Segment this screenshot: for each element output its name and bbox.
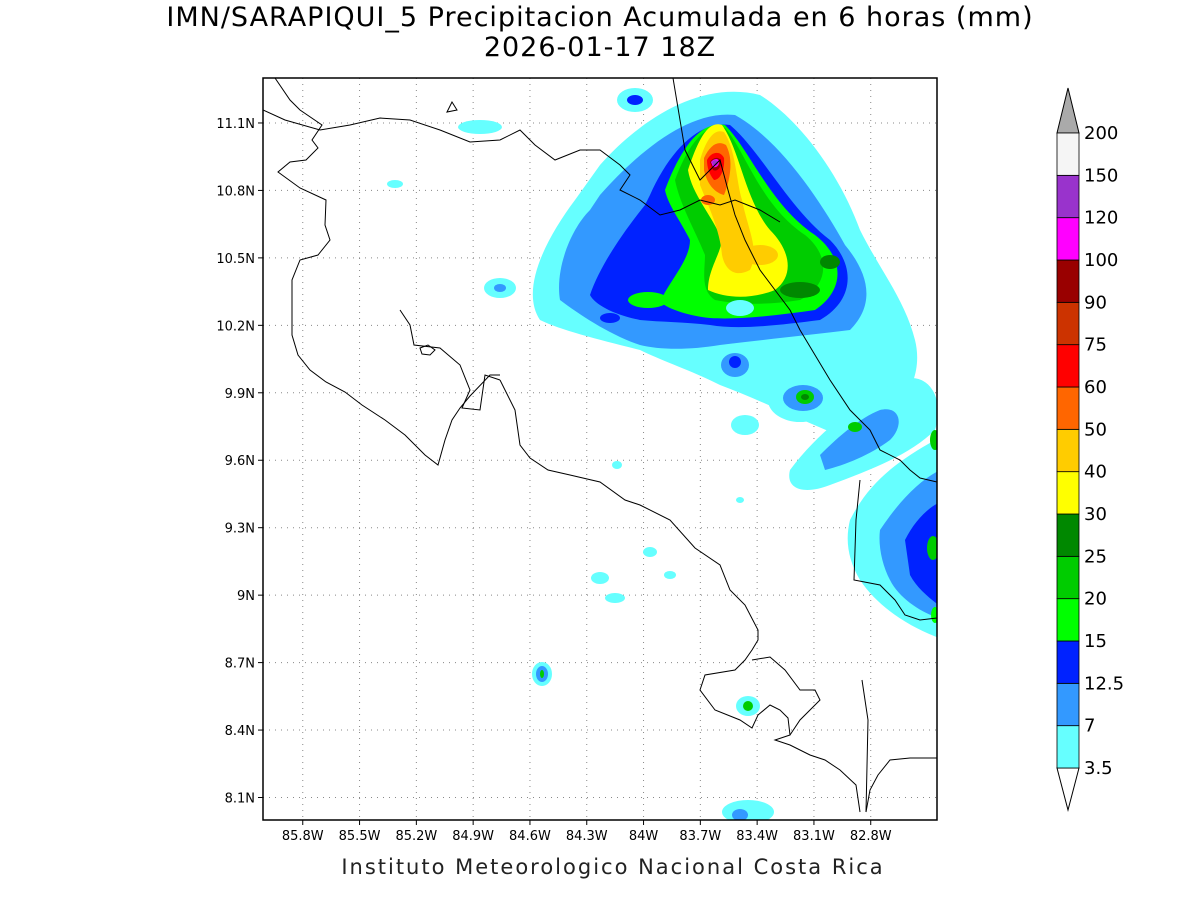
colorbar-label: 7 [1084, 716, 1095, 737]
lat-tick-label: 9N [237, 589, 255, 604]
colorbar-label: 12.5 [1084, 673, 1124, 694]
small-island [446, 100, 458, 113]
latitude-axis: 11.1N 10.8N 10.5N 10.2N 9.9N 9.6N 9.3N 9N 8.7N 8.… [216, 117, 263, 807]
colorbar-swatch [1056, 174, 1080, 219]
coastlines-and-borders [263, 78, 937, 813]
map-valid-time: 2026-01-17 18Z [483, 32, 717, 63]
longitude-axis: 85.8W 85.5W 85.2W 84.9W 84.6W 84.3W 84W 83.7W 83… [282, 820, 892, 844]
colorbar-under-arrow [1056, 767, 1080, 812]
colorbar-label: 20 [1084, 589, 1107, 610]
lat-tick-label: 11.1N [216, 117, 255, 132]
rain-cells-scattered [387, 88, 937, 820]
colorbar-swatch [1056, 682, 1080, 727]
colorbar-swatch [1056, 428, 1080, 473]
map-title: IMN/SARAPIQUI_5 Precipitacion Acumulada … [166, 2, 1034, 33]
colorbar-swatch [1056, 344, 1080, 388]
colorbar-label: 25 [1084, 546, 1107, 567]
lon-tick-label: 84.3W [566, 829, 608, 844]
map-frame [262, 77, 938, 821]
lat-tick-label: 9.3N [225, 522, 255, 537]
lake-island [419, 344, 436, 356]
lon-tick-label: 84.9W [452, 829, 494, 844]
lon-tick-label: 83.7W [679, 829, 721, 844]
lon-tick-label: 85.8W [282, 829, 324, 844]
colorbar: 3.5 7 12.5 15 20 25 30 40 50 60 75 90 100 120 150 200 [1056, 87, 1124, 812]
panama-border-south [861, 679, 869, 813]
colorbar-label: 50 [1084, 419, 1107, 440]
colorbar-label: 3.5 [1084, 758, 1113, 779]
colorbar-swatch [1056, 555, 1080, 600]
colorbar-swatch [1056, 640, 1080, 684]
colorbar-label: 60 [1084, 377, 1107, 398]
lat-tick-label: 10.5N [216, 252, 255, 267]
colorbar-label: 200 [1084, 123, 1118, 144]
colorbar-swatch [1056, 386, 1080, 430]
lon-tick-label: 85.5W [339, 829, 381, 844]
rain-band-north [532, 91, 918, 440]
nicaragua-north-coast [263, 109, 781, 223]
lat-tick-label: 10.2N [216, 319, 255, 334]
colorbar-swatch [1056, 132, 1080, 176]
colorbar-label: 150 [1084, 165, 1118, 186]
lat-lon-grid [263, 78, 937, 820]
colorbar-label: 90 [1084, 292, 1107, 313]
lat-tick-label: 8.1N [225, 792, 255, 807]
caribbean-coast [672, 78, 937, 483]
lat-tick-label: 10.8N [216, 184, 255, 199]
colorbar-label: 15 [1084, 631, 1107, 652]
pacific-coast-central [499, 379, 861, 813]
colorbar-swatch [1056, 598, 1080, 642]
colorbar-swatch [1056, 513, 1080, 557]
lon-tick-label: 84W [629, 829, 659, 844]
colorbar-swatch [1056, 217, 1080, 261]
nicoya-coast [399, 309, 501, 411]
colorbar-label: 75 [1084, 335, 1107, 356]
lat-tick-label: 8.4N [225, 724, 255, 739]
osa-peninsula [751, 656, 821, 736]
nicaragua-coast [274, 78, 500, 466]
colorbar-swatch [1056, 725, 1080, 769]
lon-tick-label: 83.1W [793, 829, 835, 844]
colorbar-label: 100 [1084, 250, 1118, 271]
lon-tick-label: 84.6W [509, 829, 551, 844]
colorbar-swatch [1056, 471, 1080, 515]
colorbar-swatch [1056, 259, 1080, 303]
footer-credit: Instituto Meteorologico Nacional Costa R… [341, 855, 885, 879]
precipitation-field [387, 88, 937, 820]
lat-tick-label: 8.7N [225, 657, 255, 672]
lat-tick-label: 9.9N [225, 387, 255, 402]
colorbar-label: 30 [1084, 504, 1107, 525]
lon-tick-label: 82.8W [850, 829, 892, 844]
panama-border [853, 479, 937, 621]
colorbar-swatch [1056, 301, 1080, 346]
colorbar-label: 120 [1084, 208, 1118, 229]
colorbar-over-arrow [1056, 87, 1080, 134]
lon-tick-label: 85.2W [395, 829, 437, 844]
lat-tick-label: 9.6N [225, 454, 255, 469]
colorbar-label: 40 [1084, 462, 1107, 483]
panama-coast [865, 757, 937, 813]
lon-tick-label: 83.4W [736, 829, 778, 844]
